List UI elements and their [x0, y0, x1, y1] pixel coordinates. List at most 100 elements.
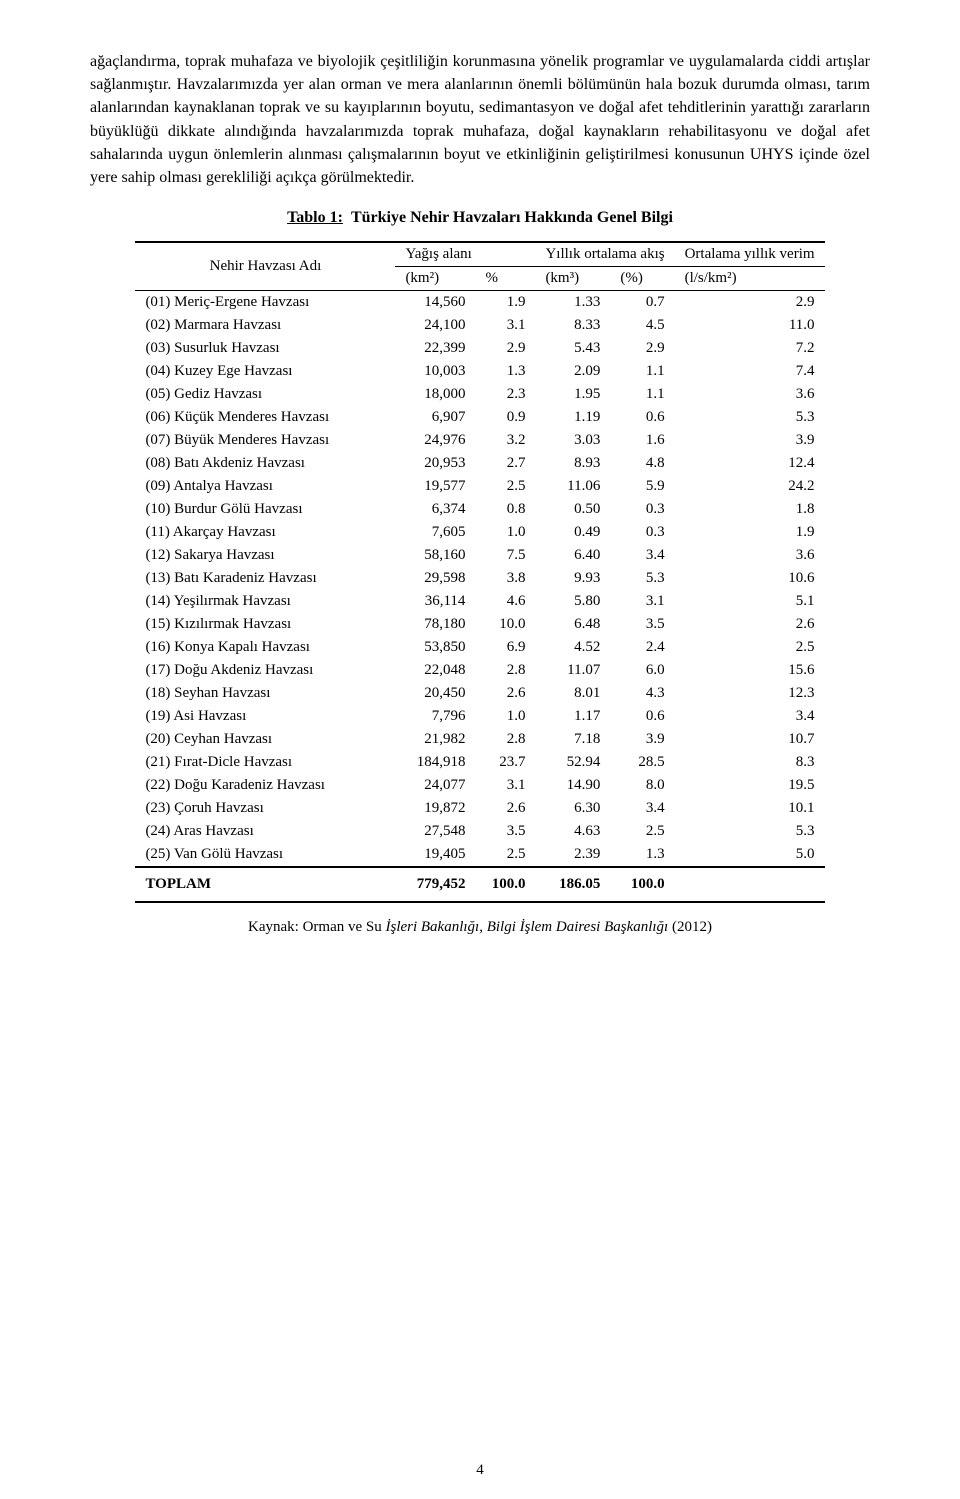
- cell-pct2: 0.3: [610, 521, 674, 544]
- cell-km3: 1.95: [535, 383, 610, 406]
- source-suffix: (2012): [668, 919, 712, 935]
- cell-name: (03) Susurluk Havzası: [135, 337, 395, 360]
- cell-km3: 8.01: [535, 682, 610, 705]
- table-row: (24) Aras Havzası27,5483.54.632.55.3: [135, 820, 824, 843]
- cell-yield: 24.2: [675, 475, 825, 498]
- cell-name: (04) Kuzey Ege Havzası: [135, 360, 395, 383]
- table-row: (16) Konya Kapalı Havzası53,8506.94.522.…: [135, 636, 824, 659]
- cell-pct: 2.6: [475, 797, 535, 820]
- cell-km3: 7.18: [535, 728, 610, 751]
- cell-km2: 24,976: [395, 429, 475, 452]
- cell-pct2: 1.1: [610, 360, 674, 383]
- cell-name: (18) Seyhan Havzası: [135, 682, 395, 705]
- cell-yield: 10.1: [675, 797, 825, 820]
- cell-pct: 2.5: [475, 843, 535, 867]
- cell-km3: 5.43: [535, 337, 610, 360]
- cell-km3: 4.63: [535, 820, 610, 843]
- cell-pct2: 3.5: [610, 613, 674, 636]
- total-label: TOPLAM: [135, 867, 395, 902]
- cell-pct2: 3.4: [610, 797, 674, 820]
- table-row: (13) Batı Karadeniz Havzası29,5983.89.93…: [135, 567, 824, 590]
- source-prefix: Kaynak: Orman ve Su: [248, 919, 385, 935]
- total-yield: [675, 867, 825, 902]
- cell-km3: 1.19: [535, 406, 610, 429]
- cell-pct: 0.9: [475, 406, 535, 429]
- cell-name: (16) Konya Kapalı Havzası: [135, 636, 395, 659]
- col-header-yagis: Yağış alanı: [395, 242, 535, 267]
- table-row: (04) Kuzey Ege Havzası10,0031.32.091.17.…: [135, 360, 824, 383]
- cell-name: (17) Doğu Akdeniz Havzası: [135, 659, 395, 682]
- table-title-text: Türkiye Nehir Havzaları Hakkında Genel B…: [351, 209, 673, 226]
- cell-pct2: 0.3: [610, 498, 674, 521]
- cell-km2: 18,000: [395, 383, 475, 406]
- cell-km3: 1.17: [535, 705, 610, 728]
- cell-km2: 7,605: [395, 521, 475, 544]
- cell-km2: 7,796: [395, 705, 475, 728]
- cell-pct: 6.9: [475, 636, 535, 659]
- cell-km2: 14,560: [395, 291, 475, 315]
- cell-km3: 2.39: [535, 843, 610, 867]
- cell-name: (13) Batı Karadeniz Havzası: [135, 567, 395, 590]
- cell-pct2: 1.1: [610, 383, 674, 406]
- cell-pct: 2.7: [475, 452, 535, 475]
- table-title-label: Tablo 1:: [287, 209, 343, 226]
- body-paragraph: ağaçlandırma, toprak muhafaza ve biyoloj…: [90, 50, 870, 189]
- cell-pct: 23.7: [475, 751, 535, 774]
- table-row: (01) Meriç-Ergene Havzası14,5601.91.330.…: [135, 291, 824, 315]
- cell-km2: 20,450: [395, 682, 475, 705]
- cell-name: (05) Gediz Havzası: [135, 383, 395, 406]
- cell-name: (07) Büyük Menderes Havzası: [135, 429, 395, 452]
- cell-pct2: 0.7: [610, 291, 674, 315]
- table-row: (14) Yeşilırmak Havzası36,1144.65.803.15…: [135, 590, 824, 613]
- cell-name: (12) Sakarya Havzası: [135, 544, 395, 567]
- cell-name: (21) Fırat-Dicle Havzası: [135, 751, 395, 774]
- cell-km2: 22,399: [395, 337, 475, 360]
- table-row: (18) Seyhan Havzası20,4502.68.014.312.3: [135, 682, 824, 705]
- cell-km3: 9.93: [535, 567, 610, 590]
- cell-km3: 11.07: [535, 659, 610, 682]
- cell-km3: 0.50: [535, 498, 610, 521]
- cell-pct: 7.5: [475, 544, 535, 567]
- cell-pct: 3.1: [475, 774, 535, 797]
- cell-km3: 6.30: [535, 797, 610, 820]
- cell-km2: 22,048: [395, 659, 475, 682]
- page-number: 4: [0, 1462, 960, 1479]
- cell-pct2: 1.3: [610, 843, 674, 867]
- cell-km3: 4.52: [535, 636, 610, 659]
- cell-km2: 20,953: [395, 452, 475, 475]
- cell-pct: 2.6: [475, 682, 535, 705]
- unit-pct2: (%): [610, 267, 674, 291]
- cell-name: (01) Meriç-Ergene Havzası: [135, 291, 395, 315]
- cell-pct2: 0.6: [610, 705, 674, 728]
- table-row: (15) Kızılırmak Havzası78,18010.06.483.5…: [135, 613, 824, 636]
- cell-pct2: 2.9: [610, 337, 674, 360]
- table-row: (21) Fırat-Dicle Havzası184,91823.752.94…: [135, 751, 824, 774]
- cell-km3: 52.94: [535, 751, 610, 774]
- cell-pct2: 3.4: [610, 544, 674, 567]
- cell-pct: 4.6: [475, 590, 535, 613]
- cell-pct: 3.5: [475, 820, 535, 843]
- cell-km2: 24,100: [395, 314, 475, 337]
- table-row: (09) Antalya Havzası19,5772.511.065.924.…: [135, 475, 824, 498]
- cell-pct: 3.1: [475, 314, 535, 337]
- cell-km3: 11.06: [535, 475, 610, 498]
- cell-name: (11) Akarçay Havzası: [135, 521, 395, 544]
- cell-pct2: 1.6: [610, 429, 674, 452]
- cell-km2: 58,160: [395, 544, 475, 567]
- cell-km2: 6,374: [395, 498, 475, 521]
- cell-yield: 10.6: [675, 567, 825, 590]
- table-row: (07) Büyük Menderes Havzası24,9763.23.03…: [135, 429, 824, 452]
- cell-pct: 0.8: [475, 498, 535, 521]
- col-header-verim: Ortalama yıllık verim: [675, 242, 825, 267]
- table-row: (05) Gediz Havzası18,0002.31.951.13.6: [135, 383, 824, 406]
- cell-pct: 2.8: [475, 728, 535, 751]
- basin-table: Nehir Havzası Adı Yağış alanı Yıllık ort…: [135, 241, 824, 903]
- cell-pct2: 4.5: [610, 314, 674, 337]
- table-row: (02) Marmara Havzası24,1003.18.334.511.0: [135, 314, 824, 337]
- cell-name: (14) Yeşilırmak Havzası: [135, 590, 395, 613]
- col-header-akis: Yıllık ortalama akış: [535, 242, 674, 267]
- cell-pct: 3.2: [475, 429, 535, 452]
- cell-pct: 1.0: [475, 521, 535, 544]
- cell-km2: 53,850: [395, 636, 475, 659]
- cell-yield: 3.4: [675, 705, 825, 728]
